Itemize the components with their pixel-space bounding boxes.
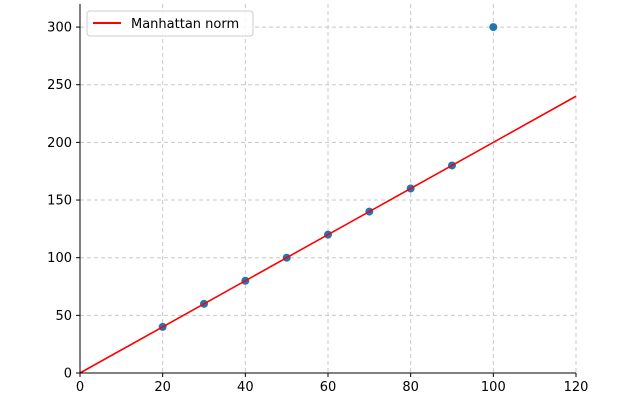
x-tick-label: 40	[237, 380, 254, 395]
manhattan-norm-line	[79, 95, 577, 374]
y-tick-label: 0	[64, 367, 72, 382]
y-tick-label: 150	[47, 194, 72, 209]
y-tick-label: 300	[47, 21, 72, 36]
legend-label: Manhattan norm	[131, 17, 239, 32]
legend-frame	[86, 10, 254, 37]
y-tick-label: 250	[47, 78, 72, 93]
x-tick-labels: 0 20 40 60 80 100 120	[76, 380, 589, 395]
x-tick-label: 100	[481, 380, 506, 395]
data-point	[489, 23, 498, 32]
x-tick-label: 60	[320, 380, 337, 395]
y-tick-label: 50	[55, 309, 72, 324]
x-tick-label: 0	[76, 380, 84, 395]
grid-lines	[80, 4, 577, 373]
x-tick-label: 120	[564, 380, 589, 395]
y-tick-label: 200	[47, 136, 72, 151]
fit-line-group	[79, 95, 577, 374]
x-tick-label: 80	[402, 380, 419, 395]
y-tick-label: 100	[47, 251, 72, 266]
y-tick-labels: 0 50 100 150 200 250 300	[47, 21, 72, 382]
x-tick-label: 20	[154, 380, 171, 395]
axes	[76, 4, 577, 377]
legend: Manhattan norm	[86, 10, 254, 37]
